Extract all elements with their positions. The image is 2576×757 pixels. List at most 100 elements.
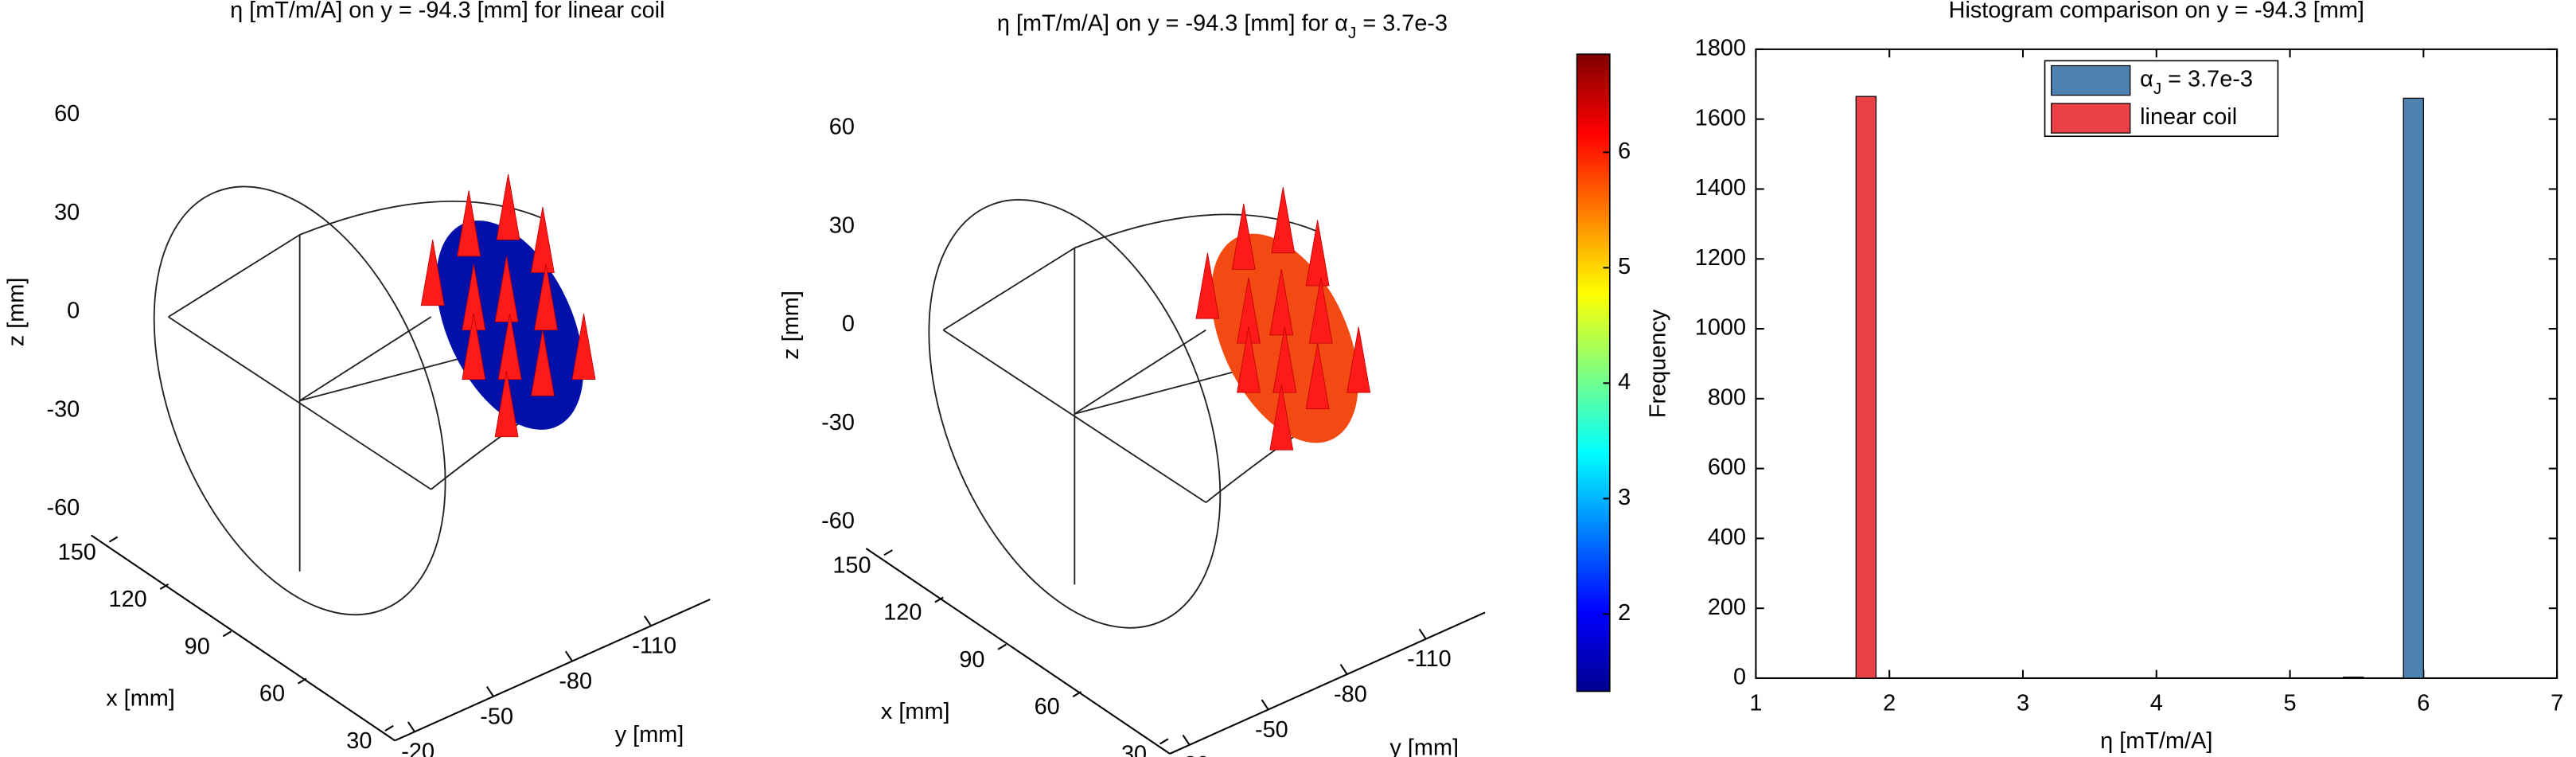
vector-cone bbox=[1305, 220, 1330, 287]
y-tick bbox=[485, 685, 494, 697]
x-tick bbox=[883, 549, 893, 556]
x-tick-label: 90 bbox=[185, 634, 210, 659]
vector-cone bbox=[571, 313, 596, 380]
x-tick bbox=[222, 630, 232, 638]
x-tick bbox=[159, 583, 170, 590]
y-tick-label: -110 bbox=[632, 634, 676, 659]
vector-cone bbox=[496, 174, 520, 240]
y-tick-label: -20 bbox=[401, 739, 435, 757]
x-tick bbox=[997, 643, 1007, 650]
x-axis-label: x [mm] bbox=[106, 685, 175, 711]
panel: η [mT/m/A] on y = -94.3 [mm] for αJ = 3.… bbox=[778, 11, 1631, 757]
y-tick-label: -50 bbox=[480, 704, 513, 729]
x-tick-label: 1 bbox=[1749, 691, 1762, 716]
y-tick-label: 800 bbox=[1708, 384, 1746, 410]
x-tick-label: 120 bbox=[883, 600, 922, 626]
x-tick bbox=[108, 536, 119, 543]
y-tick-label: -20 bbox=[1176, 752, 1210, 757]
x-axis bbox=[91, 534, 396, 742]
z-tick-label: -60 bbox=[46, 495, 80, 521]
colorbar-tick-label: 5 bbox=[1618, 254, 1631, 279]
x-tick-label: 30 bbox=[346, 728, 372, 754]
y-tick bbox=[1339, 664, 1348, 675]
chart-title: η [mT/m/A] on y = -94.3 [mm] for αJ = 3.… bbox=[997, 11, 1448, 42]
x-axis-label: η [mT/m/A] bbox=[2100, 728, 2212, 754]
y-tick bbox=[1261, 699, 1269, 711]
z-tick-label: -60 bbox=[821, 509, 855, 534]
y-tick bbox=[643, 615, 652, 626]
wire-ellipse bbox=[153, 185, 446, 616]
z-axis-label: z [mm] bbox=[778, 291, 804, 360]
y-tick-label: 1000 bbox=[1695, 315, 1746, 341]
y-tick bbox=[1418, 628, 1427, 640]
x-tick bbox=[297, 677, 307, 685]
y-tick-label: 1800 bbox=[1695, 36, 1746, 61]
y-tick bbox=[1182, 734, 1191, 746]
vector-cone bbox=[457, 190, 481, 257]
z-tick-label: 30 bbox=[829, 213, 855, 238]
x-axis-label: x [mm] bbox=[881, 699, 950, 724]
x-tick-label: 60 bbox=[1035, 694, 1060, 720]
y-tick-label: -80 bbox=[1334, 682, 1367, 708]
z-tick-label: 60 bbox=[829, 115, 855, 140]
y-tick-label: 1600 bbox=[1695, 105, 1746, 131]
z-tick-label: -30 bbox=[821, 410, 855, 435]
wire-lines bbox=[942, 213, 1319, 585]
z-tick-label: 0 bbox=[842, 311, 855, 337]
wire-lines bbox=[168, 201, 544, 572]
vector-cone bbox=[1272, 326, 1297, 393]
x-tick bbox=[1159, 738, 1169, 745]
colorbar-tick-label: 4 bbox=[1618, 369, 1631, 395]
y-tick-label: 600 bbox=[1708, 455, 1746, 480]
vector-cone bbox=[1346, 326, 1371, 393]
x-axis bbox=[865, 548, 1171, 755]
x-tick-label: 30 bbox=[1121, 742, 1147, 757]
x-tick-label: 120 bbox=[109, 587, 147, 612]
x-tick-label: 2 bbox=[1883, 691, 1896, 716]
x-tick-label: 60 bbox=[259, 681, 285, 707]
x-tick-label: 150 bbox=[832, 552, 871, 578]
x-tick-label: 7 bbox=[2551, 691, 2563, 716]
vector-cone bbox=[531, 330, 555, 396]
histogram-bar bbox=[2343, 677, 2364, 679]
legend-swatch bbox=[2051, 64, 2131, 96]
colorbar-tick-label: 2 bbox=[1618, 600, 1631, 626]
x-tick-label: 4 bbox=[2150, 691, 2163, 716]
x-tick bbox=[934, 596, 944, 603]
y-tick-label: -110 bbox=[1407, 646, 1452, 672]
y-axis bbox=[1169, 611, 1486, 755]
x-tick-label: 150 bbox=[58, 540, 96, 565]
colorbar-tick-label: 6 bbox=[1618, 139, 1631, 164]
vector-cone bbox=[494, 256, 519, 322]
legend-swatch bbox=[2051, 103, 2131, 134]
vector-cone bbox=[462, 313, 486, 380]
z-tick-label: 60 bbox=[54, 101, 80, 127]
vector-cone bbox=[1231, 203, 1256, 270]
x-tick bbox=[1072, 691, 1082, 698]
vector-cone bbox=[494, 371, 519, 438]
z-tick-label: 0 bbox=[67, 299, 80, 324]
z-tick-label: 30 bbox=[54, 200, 80, 225]
panel: η [mT/m/A] on y = -94.3 [mm] for linear … bbox=[3, 0, 711, 757]
y-tick-label: 200 bbox=[1708, 595, 1746, 620]
vector-cone bbox=[531, 206, 555, 273]
histogram-bar bbox=[2403, 97, 2424, 679]
histogram-bar bbox=[1855, 96, 1877, 679]
y-tick bbox=[564, 650, 573, 662]
y-tick bbox=[407, 721, 415, 732]
chart-title: η [mT/m/A] on y = -94.3 [mm] for linear … bbox=[230, 0, 664, 23]
vector-cone bbox=[1269, 269, 1294, 336]
y-tick-label: -80 bbox=[559, 669, 592, 694]
vector-cone bbox=[534, 264, 558, 331]
y-tick-label: 0 bbox=[1733, 665, 1746, 690]
x-tick-label: 3 bbox=[2017, 691, 2029, 716]
colorbar-tick-label: 3 bbox=[1618, 485, 1631, 510]
y-tick-label: -50 bbox=[1255, 717, 1288, 743]
y-tick-label: 400 bbox=[1708, 525, 1746, 550]
vector-cone bbox=[1195, 252, 1220, 319]
vector-cone bbox=[1269, 384, 1294, 451]
y-tick-label: 1400 bbox=[1695, 175, 1746, 201]
vector-cone bbox=[420, 240, 445, 306]
y-axis-label: Frequency bbox=[1645, 309, 1670, 418]
